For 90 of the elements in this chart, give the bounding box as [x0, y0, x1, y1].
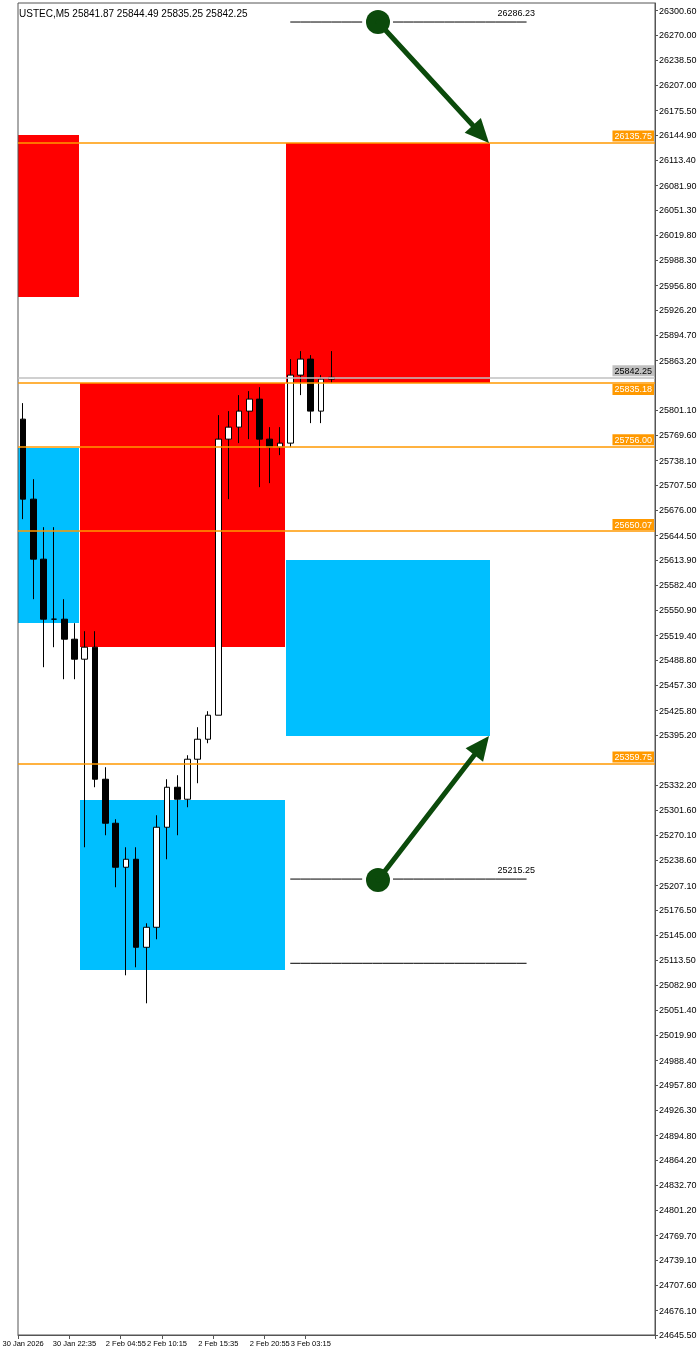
ref-line-label: 25756.00 [614, 434, 652, 445]
y-tick-label: 26270.00 [659, 30, 697, 41]
y-tick-label: 24864.20 [659, 1154, 697, 1165]
candlestick [51, 526, 57, 648]
y-tick-label: 24676.10 [659, 1305, 697, 1316]
y-tick-label: 25019.90 [659, 1030, 697, 1041]
y-tick-label: 25738.10 [659, 455, 697, 466]
y-tick-label: 26051.30 [659, 205, 697, 216]
y-tick-label: 25238.60 [659, 855, 697, 866]
candlestick [256, 386, 263, 488]
candlestick [225, 410, 232, 500]
y-tick-label: 25988.30 [659, 255, 697, 266]
candlestick [266, 426, 273, 484]
y-tick-label: 24894.80 [659, 1130, 697, 1141]
y-tick-label: 25707.50 [659, 480, 697, 491]
y-tick-label: 26113.40 [659, 155, 696, 166]
y-tick-label: 25676.00 [659, 505, 697, 516]
y-tick-label: 24926.30 [659, 1105, 697, 1116]
y-tick-label: 26300.60 [659, 5, 697, 16]
y-tick-label: 26207.00 [659, 80, 697, 91]
candlestick [174, 774, 181, 836]
ref-line-label: 25835.18 [614, 384, 652, 395]
candlestick [307, 354, 314, 424]
y-tick-label: 25519.40 [659, 630, 697, 641]
y-tick-label: 26175.50 [659, 105, 697, 116]
y-tick-label: 26144.90 [659, 130, 697, 141]
y-tick-label: 25801.10 [659, 405, 697, 416]
candlestick [153, 814, 160, 940]
data-label: 25215.25 [497, 864, 536, 875]
candlestick [71, 622, 78, 680]
candlestick [112, 818, 119, 888]
y-tick-label: 25082.90 [659, 979, 697, 990]
chart-title: USTEC,M5 25841.87 25844.49 25835.25 25842.25 [19, 7, 248, 19]
y-tick-label: 26238.50 [659, 55, 697, 66]
y-tick-label: 25051.40 [659, 1005, 697, 1016]
candlestick [184, 754, 191, 808]
candlestick [205, 710, 211, 744]
ref-line-label: 25650.07 [614, 519, 652, 530]
y-tick-label: 25301.60 [659, 804, 697, 815]
candlestick [318, 374, 324, 424]
y-tick-label: 24832.70 [659, 1180, 697, 1191]
y-tick-label: 24957.80 [659, 1080, 697, 1091]
y-tick-label: 25176.50 [659, 905, 697, 916]
candlestick [81, 630, 88, 848]
y-tick-label: 25956.80 [659, 280, 697, 291]
y-tick-label: 25613.90 [659, 555, 697, 566]
y-tick-label: 25582.40 [659, 580, 697, 591]
candlestick [20, 402, 26, 520]
y-tick-label: 25425.80 [659, 705, 697, 716]
candlestick [297, 350, 304, 396]
candlestick [246, 390, 253, 440]
y-tick-label: 25488.80 [659, 655, 697, 666]
candlestick [164, 778, 170, 860]
y-tick-label: 25332.20 [659, 780, 697, 791]
y-tick-label: 24769.70 [659, 1230, 697, 1241]
y-tick-label: 24739.10 [659, 1255, 697, 1266]
candlestick [40, 526, 47, 668]
candlestick [61, 598, 68, 680]
y-tick-label: 26081.90 [659, 180, 697, 191]
candlestick [123, 846, 129, 976]
candlestick [236, 394, 242, 444]
y-tick-label: 24988.40 [659, 1055, 697, 1066]
candlestick [102, 766, 109, 836]
candlestick [143, 922, 150, 1004]
y-tick-label: 25863.20 [659, 355, 697, 366]
candlestick [194, 726, 201, 784]
candlestick [215, 414, 222, 716]
y-tick-label: 25113.50 [659, 955, 696, 966]
candlestick [92, 630, 98, 788]
y-tick-label: 24707.60 [659, 1280, 697, 1291]
y-tick-label: 25894.70 [659, 330, 697, 341]
y-tick-label: 25395.20 [659, 730, 697, 741]
y-tick-label: 26019.80 [659, 230, 697, 241]
y-tick-label: 25457.30 [659, 680, 697, 691]
candlestick [287, 358, 294, 448]
candlestick [133, 846, 139, 968]
y-tick-label: 25926.20 [659, 305, 697, 316]
y-tick-label: 25550.90 [659, 605, 697, 616]
ref-line-label: 25842.25 [614, 365, 652, 376]
ref-line-label: 25359.75 [614, 751, 652, 762]
y-tick-label: 25207.10 [659, 880, 697, 891]
y-tick-label: 25769.60 [659, 430, 697, 441]
y-tick-label: 24801.20 [659, 1205, 697, 1216]
y-tick-label: 25270.10 [659, 830, 697, 841]
y-tick-label: 24645.50 [659, 1330, 697, 1340]
ref-line-label: 26135.75 [614, 130, 652, 141]
candlestick [30, 478, 37, 600]
data-label: 26286.23 [497, 7, 536, 18]
y-tick-label: 25644.50 [659, 530, 697, 541]
y-tick-label: 25145.00 [659, 930, 697, 941]
